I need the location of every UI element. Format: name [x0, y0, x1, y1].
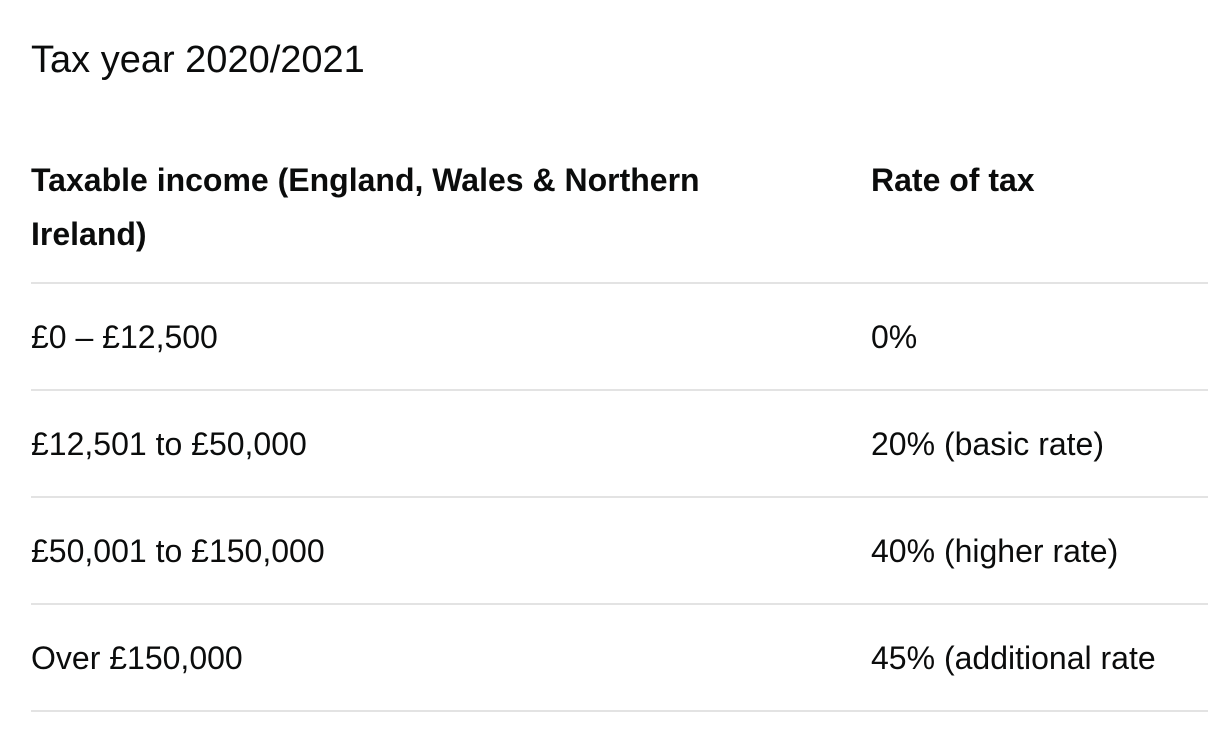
- table-row: £0 – £12,500 0%: [31, 284, 1208, 391]
- table-row: £12,501 to £50,000 20% (basic rate): [31, 391, 1208, 498]
- table-row: Over £150,000 45% (additional rate: [31, 605, 1208, 712]
- tax-rate-cell: 45% (additional rate: [871, 639, 1156, 676]
- income-band-cell: Over £150,000: [31, 639, 243, 676]
- table-row: £50,001 to £150,000 40% (higher rate): [31, 498, 1208, 605]
- income-band-cell: £0 – £12,500: [31, 318, 218, 355]
- table-header-row: Taxable income (England, Wales & Norther…: [31, 153, 1208, 284]
- tax-rates-table: Taxable income (England, Wales & Norther…: [31, 153, 1208, 712]
- header-rate-of-tax: Rate of tax: [871, 162, 1035, 198]
- header-taxable-income: Taxable income (England, Wales & Norther…: [31, 162, 700, 252]
- tax-rate-cell: 0%: [871, 318, 918, 355]
- income-band-cell: £50,001 to £150,000: [31, 532, 325, 569]
- income-band-cell: £12,501 to £50,000: [31, 425, 307, 462]
- tax-rate-cell: 20% (basic rate): [871, 425, 1104, 462]
- table-caption: Tax year 2020/2021: [31, 39, 365, 81]
- tax-rate-cell: 40% (higher rate): [871, 532, 1119, 569]
